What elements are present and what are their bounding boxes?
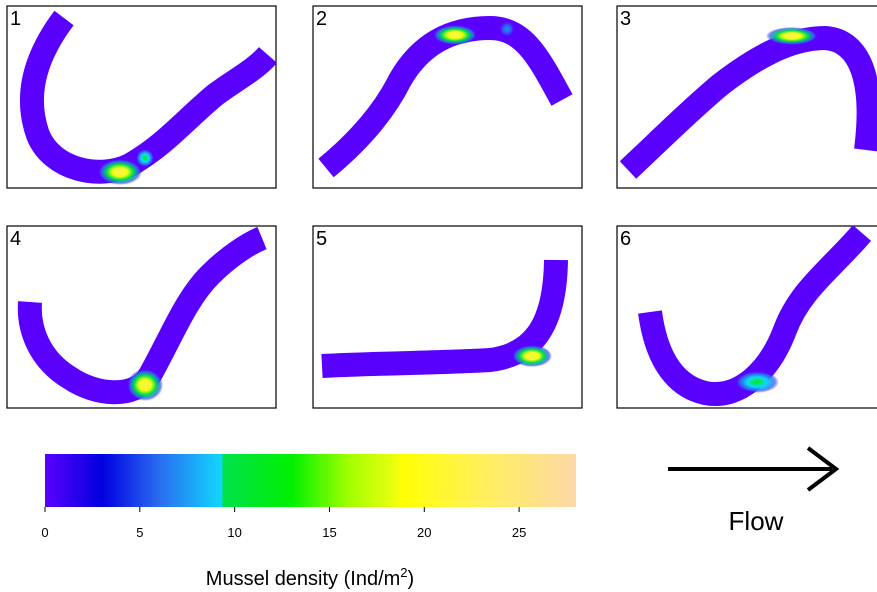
flow-indicator: Flow (668, 446, 840, 536)
panel-number: 2 (316, 8, 327, 30)
density-hotspot (512, 345, 552, 367)
river-reach (318, 16, 573, 178)
panel-frame (312, 5, 583, 189)
panel-frame (616, 225, 877, 409)
colorbar-tick-label: 10 (227, 525, 241, 540)
density-hotspot (766, 27, 818, 45)
river-reach (619, 26, 877, 179)
colorbar-tick-label: 20 (417, 525, 431, 540)
panel-6: 6 (616, 225, 877, 409)
panel-number: 1 (10, 8, 21, 30)
colorbar-ticks: 0 5 10 15 20 25 (41, 507, 526, 540)
panel-frame (312, 225, 583, 409)
density-hotspot (735, 371, 779, 393)
panel-5: 5 (312, 225, 583, 409)
panel-frame (6, 225, 277, 409)
river-reach (638, 225, 872, 406)
panel-number: 4 (10, 228, 21, 250)
panel-3: 3 (616, 5, 877, 189)
density-hotspot (136, 149, 154, 167)
flow-label: Flow (729, 506, 784, 536)
panel-2: 2 (312, 5, 583, 189)
density-hotspot (433, 25, 477, 45)
colorbar-tick-label: 5 (136, 525, 143, 540)
panel-frame (616, 5, 877, 189)
colorbar-label: Mussel density (Ind/m2) (206, 565, 414, 590)
density-hotspot (127, 369, 163, 401)
density-hotspot (499, 21, 515, 37)
panel-number: 6 (620, 228, 631, 250)
colorbar-tick-label: 0 (41, 525, 48, 540)
panel-number: 3 (620, 8, 631, 30)
colorbar-tick-label: 25 (512, 525, 526, 540)
river-reach (19, 10, 278, 184)
colorbar-tick-label: 15 (322, 525, 336, 540)
flow-arrow-head-icon (806, 446, 840, 492)
panel-frame (6, 5, 277, 189)
panel-1: 1 (6, 5, 278, 189)
panel-4: 4 (6, 225, 277, 409)
panel-number: 5 (316, 228, 327, 250)
colorbar: 0 5 10 15 20 25 Mussel density (Ind/m2) (41, 454, 576, 590)
colorbar-gradient (45, 454, 576, 507)
density-hotspot (98, 159, 142, 185)
river-reach (321, 259, 568, 378)
